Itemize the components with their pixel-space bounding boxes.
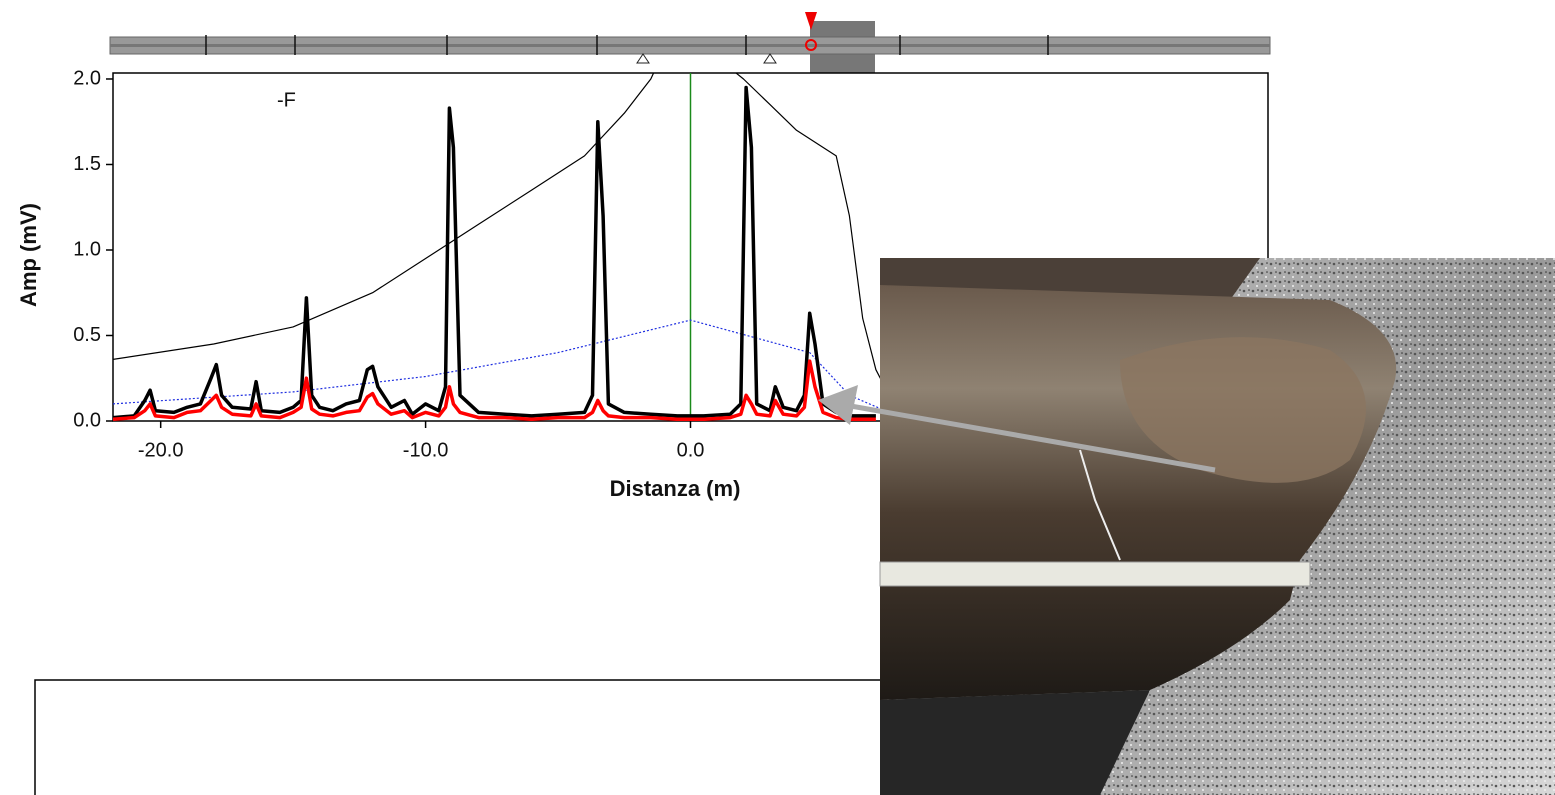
y-tick-label: 0.5	[73, 324, 101, 346]
x-axis-label: Distanza (m)	[610, 476, 741, 501]
x-tick-label: -10.0	[403, 439, 449, 461]
y-tick-label: 1.0	[73, 238, 101, 260]
text-box	[35, 680, 935, 795]
photo	[880, 258, 1555, 795]
y-tick-label: 1.5	[73, 153, 101, 175]
y-tick-label: 2.0	[73, 67, 101, 89]
y-tick-label: 0.0	[73, 409, 101, 431]
x-tick-label: -20.0	[138, 439, 184, 461]
x-tick-label: 0.0	[677, 439, 705, 461]
y-axis-label: Amp (mV)	[16, 203, 41, 307]
page: 0.0 0.5 1.0 1.5 2.0 -20.0 -10.0 0.0 -F Distanza …	[0, 0, 1555, 795]
pipe-bar	[110, 12, 1270, 73]
annotation: -F	[277, 89, 296, 111]
